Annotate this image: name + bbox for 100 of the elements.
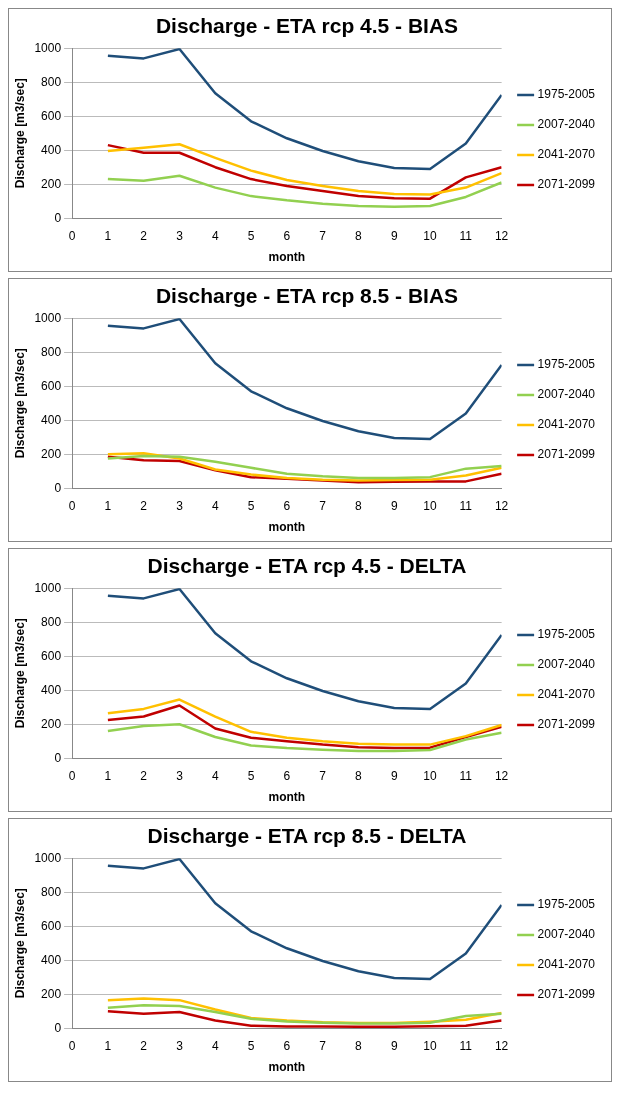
x-tick-label: 7 xyxy=(319,498,327,513)
x-tick-label: 7 xyxy=(319,768,327,783)
x-tick-label: 6 xyxy=(283,228,291,243)
y-tick-label: 600 xyxy=(41,378,62,393)
y-axis-title: Discharge [m3/sec] xyxy=(12,348,27,459)
x-tick-label: 0 xyxy=(68,228,76,243)
y-tick-label: 400 xyxy=(41,682,62,697)
x-tick-label: 9 xyxy=(390,1038,398,1053)
y-tick-label: 200 xyxy=(41,716,62,731)
y-tick-label: 600 xyxy=(41,648,62,663)
x-tick-label: 0 xyxy=(68,498,76,513)
x-tick-label: 10 xyxy=(423,228,438,243)
y-tick-label: 0 xyxy=(54,750,62,765)
x-tick-label: 9 xyxy=(390,228,398,243)
legend-label: 2041-2070 xyxy=(537,417,596,432)
x-tick-label: 9 xyxy=(390,498,398,513)
x-tick-label: 8 xyxy=(355,498,363,513)
x-tick-label: 1 xyxy=(104,768,112,783)
y-tick-label: 1000 xyxy=(34,40,62,55)
y-tick-label: 800 xyxy=(41,884,62,899)
x-tick-label: 10 xyxy=(423,768,438,783)
x-axis-title: month xyxy=(268,520,306,535)
chart-title: Discharge - ETA rcp 4.5 - BIAS xyxy=(155,14,459,38)
y-tick-label: 200 xyxy=(41,986,62,1001)
x-tick-label: 6 xyxy=(283,498,291,513)
x-tick-label: 3 xyxy=(176,1038,184,1053)
x-tick-label: 5 xyxy=(247,768,255,783)
x-tick-label: 12 xyxy=(494,1038,509,1053)
x-tick-label: 0 xyxy=(68,768,76,783)
y-tick-label: 800 xyxy=(41,344,62,359)
x-tick-label: 0 xyxy=(68,1038,76,1053)
x-tick-label: 12 xyxy=(494,498,509,513)
chart-title: Discharge - ETA rcp 4.5 - DELTA xyxy=(147,554,467,578)
x-axis-title: month xyxy=(268,790,306,805)
x-tick-label: 4 xyxy=(211,228,219,243)
y-tick-label: 1000 xyxy=(34,310,62,325)
legend-label: 2041-2070 xyxy=(537,957,596,972)
y-tick-label: 200 xyxy=(41,176,62,191)
legend-label: 2007-2040 xyxy=(537,387,596,402)
x-tick-label: 1 xyxy=(104,498,112,513)
x-tick-label: 5 xyxy=(247,498,255,513)
x-tick-label: 2 xyxy=(140,228,148,243)
y-tick-label: 800 xyxy=(41,74,62,89)
y-tick-label: 800 xyxy=(41,614,62,629)
x-tick-label: 6 xyxy=(283,1038,291,1053)
x-tick-label: 1 xyxy=(104,228,112,243)
x-tick-label: 3 xyxy=(176,228,184,243)
x-tick-label: 2 xyxy=(140,768,148,783)
y-tick-label: 0 xyxy=(54,480,62,495)
y-tick-label: 0 xyxy=(54,1020,62,1035)
y-tick-label: 200 xyxy=(41,446,62,461)
y-tick-label: 400 xyxy=(41,412,62,427)
x-tick-label: 8 xyxy=(355,1038,363,1053)
y-tick-label: 400 xyxy=(41,142,62,157)
x-tick-label: 2 xyxy=(140,498,148,513)
x-tick-label: 1 xyxy=(104,1038,112,1053)
x-tick-label: 5 xyxy=(247,228,255,243)
x-tick-label: 3 xyxy=(176,768,184,783)
legend-label: 1975-2005 xyxy=(537,87,596,102)
legend-label: 1975-2005 xyxy=(537,357,596,372)
x-tick-label: 10 xyxy=(423,498,438,513)
x-tick-label: 2 xyxy=(140,1038,148,1053)
x-axis-title: month xyxy=(268,1060,306,1075)
x-tick-label: 6 xyxy=(283,768,291,783)
x-tick-label: 5 xyxy=(247,1038,255,1053)
chart-title: Discharge - ETA rcp 8.5 - BIAS xyxy=(155,284,459,308)
legend-label: 2071-2099 xyxy=(537,717,596,732)
x-tick-label: 3 xyxy=(176,498,184,513)
y-tick-label: 1000 xyxy=(34,850,62,865)
legend-label: 2041-2070 xyxy=(537,147,596,162)
y-axis-title: Discharge [m3/sec] xyxy=(12,888,27,999)
y-tick-label: 600 xyxy=(41,108,62,123)
legend-label: 2071-2099 xyxy=(537,987,596,1002)
legend-label: 2007-2040 xyxy=(537,657,596,672)
legend-label: 2071-2099 xyxy=(537,177,596,192)
y-tick-label: 600 xyxy=(41,918,62,933)
legend-label: 2071-2099 xyxy=(537,447,596,462)
x-tick-label: 4 xyxy=(211,1038,219,1053)
legend-label: 2041-2070 xyxy=(537,687,596,702)
y-tick-label: 0 xyxy=(54,210,62,225)
x-tick-label: 11 xyxy=(459,228,473,243)
y-axis-title: Discharge [m3/sec] xyxy=(12,618,27,729)
y-tick-label: 400 xyxy=(41,952,62,967)
x-tick-label: 8 xyxy=(355,228,363,243)
x-axis-title: month xyxy=(268,250,306,265)
y-tick-label: 1000 xyxy=(34,580,62,595)
chart-title: Discharge - ETA rcp 8.5 - DELTA xyxy=(147,824,467,848)
legend-label: 1975-2005 xyxy=(537,627,596,642)
legend-label: 2007-2040 xyxy=(537,117,596,132)
x-tick-label: 9 xyxy=(390,768,398,783)
x-tick-label: 4 xyxy=(211,498,219,513)
x-tick-label: 11 xyxy=(459,1038,473,1053)
legend-label: 1975-2005 xyxy=(537,897,596,912)
x-tick-label: 11 xyxy=(459,498,473,513)
legend-label: 2007-2040 xyxy=(537,927,596,942)
x-tick-label: 7 xyxy=(319,1038,327,1053)
x-tick-label: 11 xyxy=(459,768,473,783)
x-tick-label: 10 xyxy=(423,1038,438,1053)
x-tick-label: 8 xyxy=(355,768,363,783)
x-tick-label: 4 xyxy=(211,768,219,783)
